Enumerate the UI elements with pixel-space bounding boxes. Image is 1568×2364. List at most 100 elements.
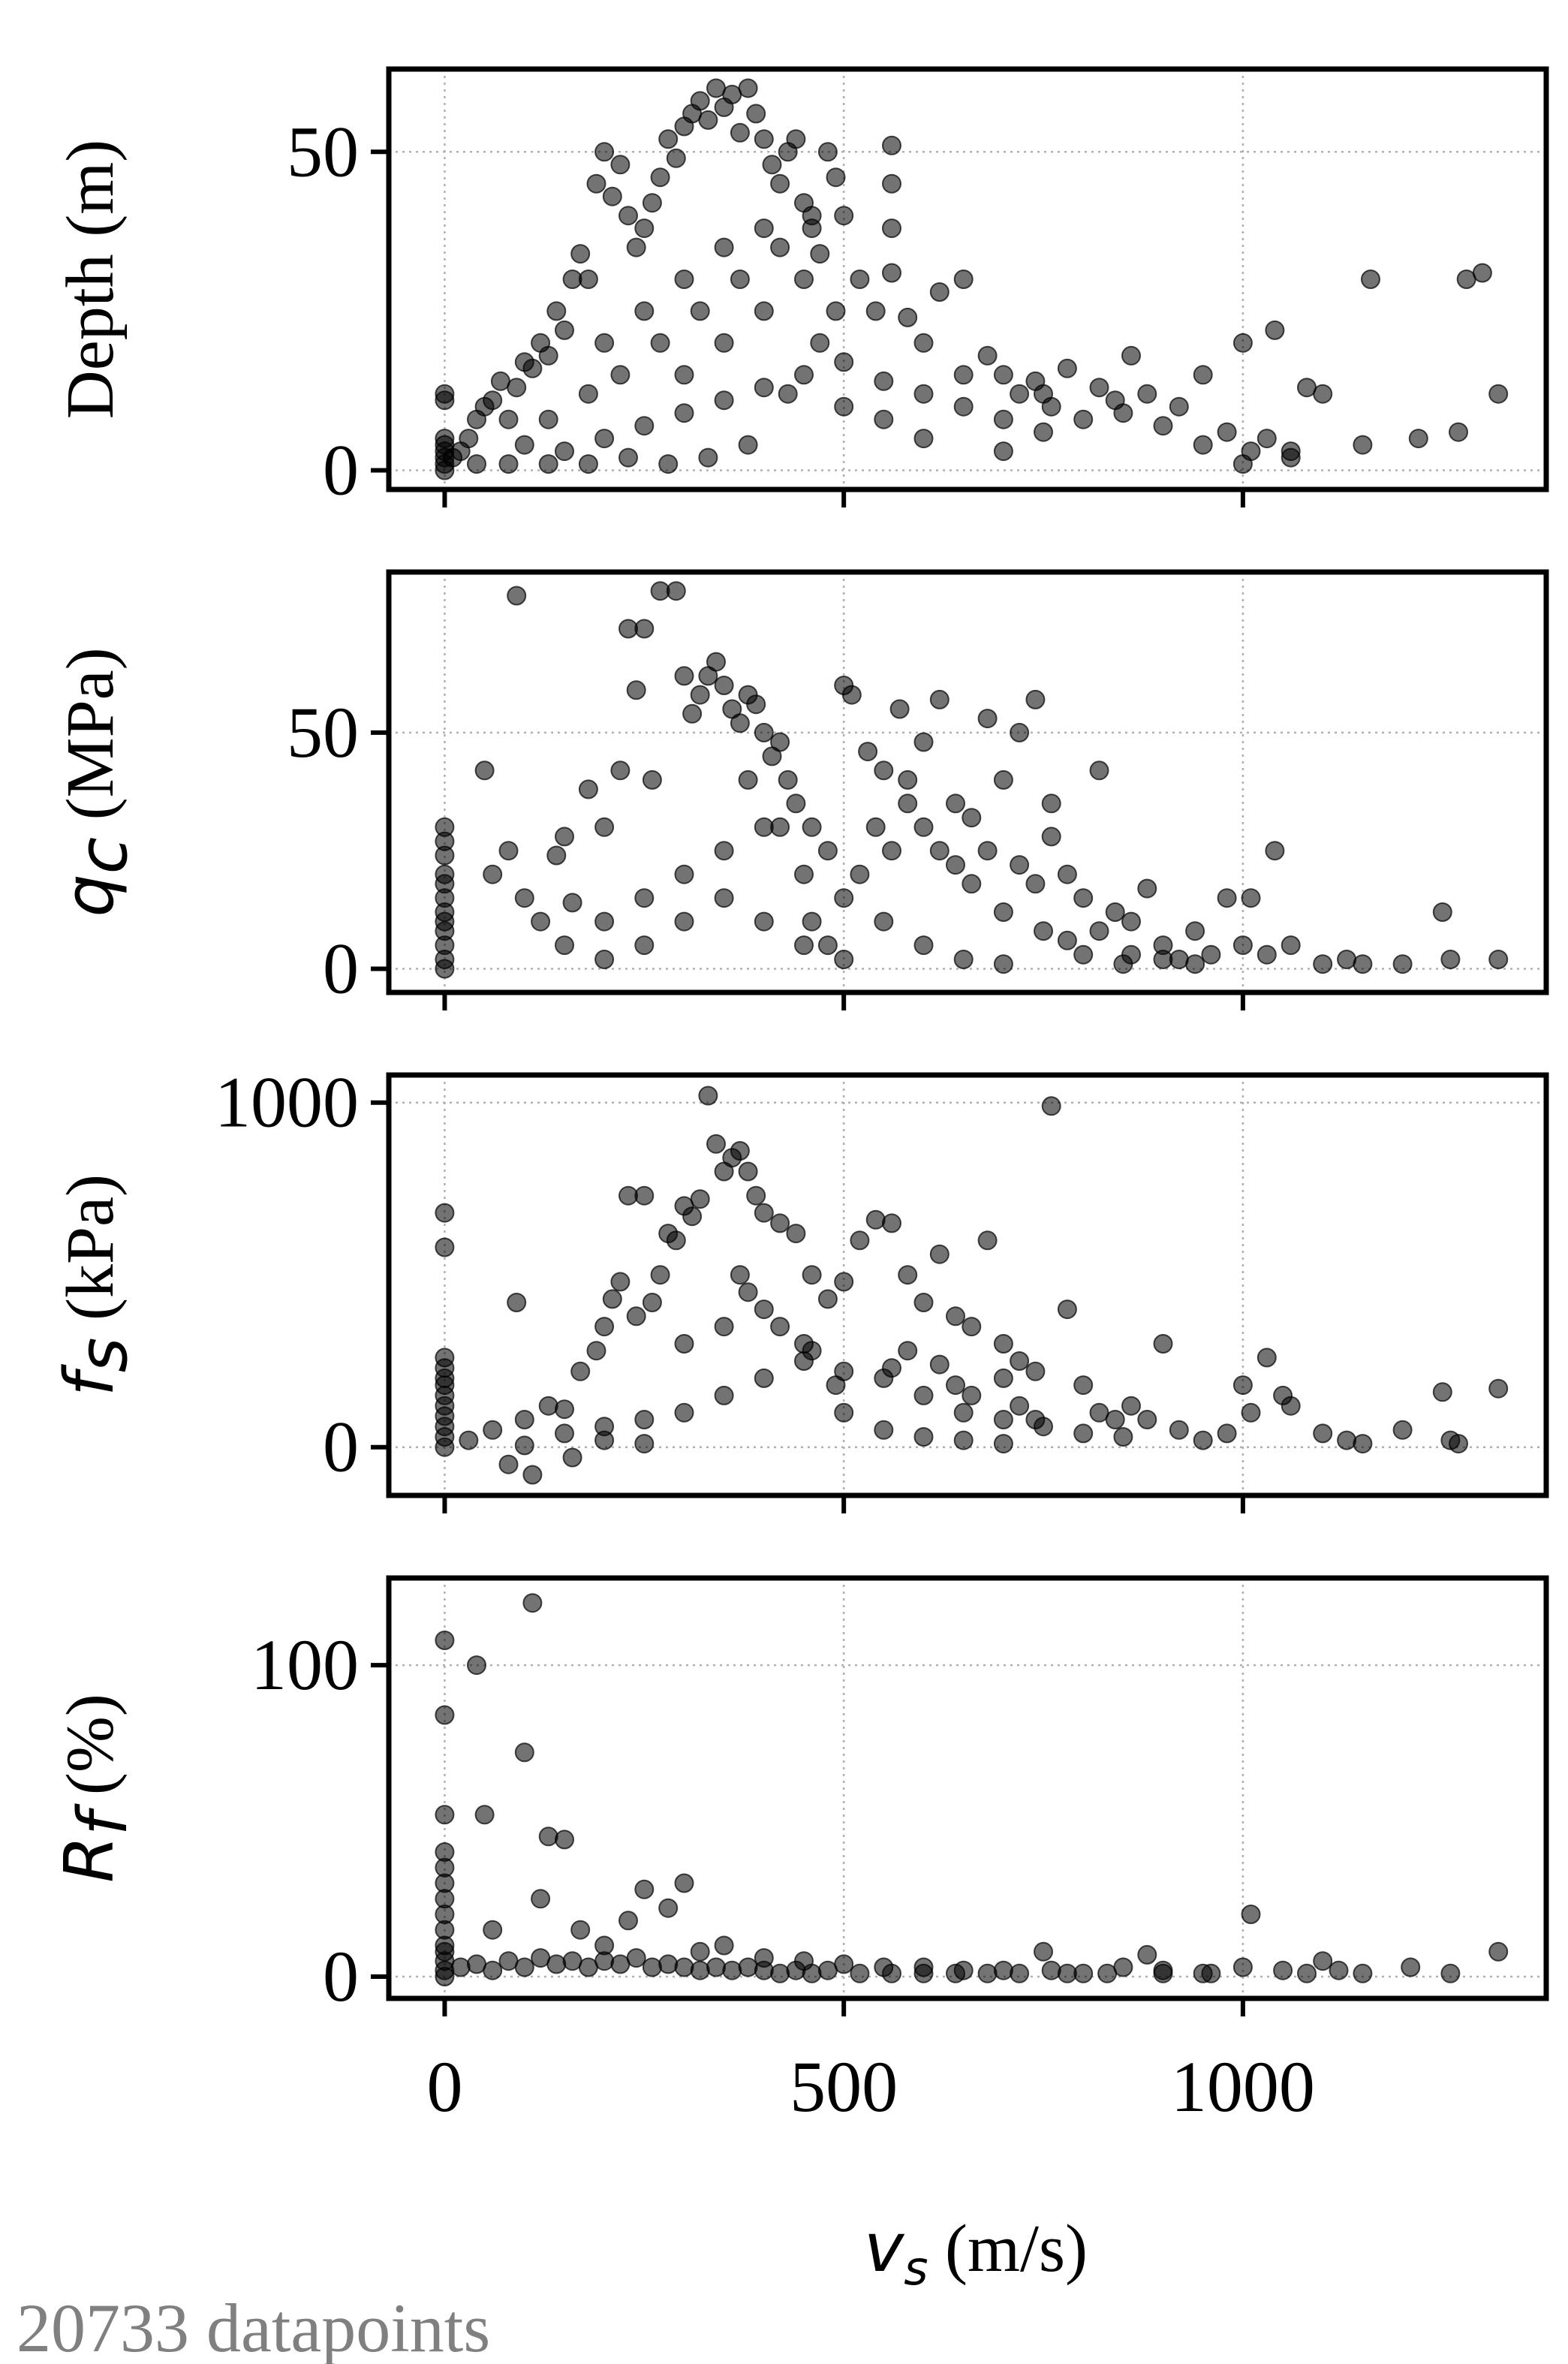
data-point — [1449, 1434, 1468, 1454]
data-point — [913, 1427, 934, 1447]
data-point — [594, 911, 615, 932]
data-point — [802, 1963, 822, 1983]
data-point — [634, 301, 655, 321]
data-point — [1153, 1334, 1173, 1354]
data-point — [834, 950, 854, 969]
data-point — [1153, 1963, 1173, 1983]
data-point — [666, 148, 686, 168]
data-point — [1329, 1960, 1349, 1980]
data-point — [698, 447, 718, 468]
data-point — [618, 1911, 638, 1931]
data-point — [1121, 944, 1141, 965]
subplot-3: 0 1000 fs (kPa) — [50, 1062, 1549, 1513]
data-point — [754, 911, 774, 932]
data-point — [555, 1829, 574, 1850]
data-point — [514, 1435, 534, 1456]
data-point — [610, 1272, 631, 1292]
data-point — [770, 732, 790, 752]
data-point — [690, 1941, 710, 1962]
data-point — [834, 1402, 854, 1423]
data-point — [1313, 1423, 1333, 1444]
data-point — [650, 1265, 670, 1285]
data-point — [738, 78, 758, 98]
data-point — [1353, 954, 1373, 974]
data-point — [730, 122, 750, 143]
data-point — [1488, 384, 1509, 404]
data-point — [770, 237, 790, 257]
data-point — [650, 167, 670, 188]
data-point — [1401, 1957, 1421, 1977]
data-point — [826, 301, 846, 321]
data-point — [865, 301, 886, 321]
data-point — [562, 1447, 582, 1468]
data-point — [435, 864, 455, 884]
data-point — [1257, 429, 1277, 449]
data-point — [514, 435, 534, 455]
data-point — [794, 935, 814, 956]
data-point — [1010, 1351, 1030, 1371]
data-point — [810, 333, 830, 353]
data-point — [714, 841, 734, 861]
data-point — [1408, 429, 1428, 449]
data-point — [946, 1375, 965, 1396]
data-point — [435, 1705, 455, 1725]
data-point — [913, 384, 934, 404]
data-point — [754, 378, 774, 398]
data-point — [786, 794, 806, 814]
data-point — [626, 1948, 646, 1968]
data-point — [714, 676, 734, 695]
data-point — [913, 1963, 934, 1983]
data-point — [594, 429, 615, 449]
data-point — [578, 384, 598, 404]
data-point — [706, 1957, 726, 1977]
data-point — [929, 841, 950, 861]
data-point — [634, 416, 655, 436]
data-point — [993, 441, 1013, 462]
data-point — [730, 713, 750, 733]
data-point — [634, 1434, 655, 1454]
data-point — [1193, 1430, 1213, 1450]
data-point — [722, 1960, 742, 1980]
data-point — [738, 769, 758, 790]
data-point — [706, 1134, 726, 1154]
data-point — [1313, 1951, 1333, 1971]
scatter-series — [435, 78, 1509, 480]
data-point — [682, 703, 703, 724]
data-point — [754, 218, 774, 239]
data-point — [1010, 1963, 1030, 1983]
data-point — [546, 845, 567, 866]
data-point — [674, 403, 694, 423]
data-point — [1449, 422, 1468, 442]
data-point — [634, 1185, 655, 1206]
data-point — [993, 1410, 1013, 1429]
data-point — [474, 760, 495, 781]
data-point — [874, 409, 894, 429]
data-point — [1113, 403, 1133, 423]
data-point — [977, 1963, 998, 1983]
data-point — [435, 384, 455, 404]
x-tick-label: 0 — [426, 2046, 462, 2127]
data-point — [507, 1293, 527, 1312]
data-point — [1273, 1960, 1293, 1980]
data-point — [1281, 1396, 1301, 1416]
data-point — [1121, 345, 1141, 366]
data-point — [882, 1358, 901, 1378]
data-point — [786, 1224, 806, 1244]
data-point — [770, 1963, 790, 1983]
data-point — [1217, 888, 1237, 908]
data-point — [435, 1348, 455, 1368]
data-point — [762, 155, 782, 175]
data-point — [1217, 1423, 1237, 1444]
data-point — [1057, 864, 1077, 884]
data-point — [874, 1420, 894, 1440]
data-point — [1169, 396, 1189, 417]
data-point — [658, 129, 679, 149]
data-point — [586, 1341, 606, 1361]
data-point — [794, 365, 814, 385]
data-point — [874, 371, 894, 391]
data-point — [874, 760, 894, 781]
data-point — [1488, 1941, 1509, 1962]
data-point — [1137, 1944, 1157, 1965]
data-point — [786, 129, 806, 149]
data-point — [993, 769, 1013, 790]
